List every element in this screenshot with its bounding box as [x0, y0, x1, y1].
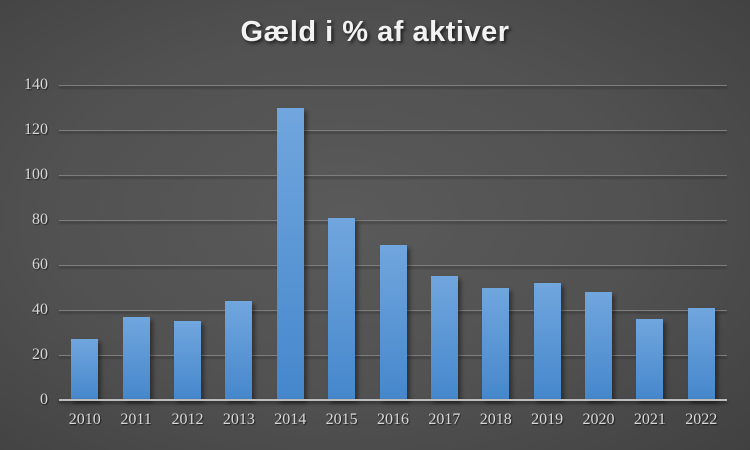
x-tick-label: 2014 [274, 411, 307, 428]
x-axis: 2010 2011 2012 2013 2014 2015 2016 2017 2018 2019… [59, 411, 727, 437]
bar-2013 [225, 301, 253, 400]
x-tick-label: 2012 [171, 411, 204, 428]
y-tick-label: 120 [24, 121, 48, 138]
bar-2018 [482, 287, 510, 400]
bar-2017 [430, 276, 458, 400]
x-tick-label: 2022 [685, 411, 718, 428]
bar-2021 [636, 319, 664, 400]
y-tick-label: 100 [24, 166, 48, 183]
x-axis-line [59, 399, 727, 401]
y-tick-label: 60 [32, 256, 48, 273]
y-tick-label: 140 [24, 76, 48, 93]
bar-2011 [122, 316, 150, 400]
x-tick-label: 2018 [479, 411, 512, 428]
y-tick-label: 80 [32, 211, 48, 228]
gridline [59, 130, 727, 131]
bar-2020 [585, 292, 613, 400]
y-axis: 0 20 40 60 80 100 120 140 [0, 76, 48, 408]
x-tick-label: 2010 [68, 411, 101, 428]
y-tick-label: 40 [32, 301, 48, 318]
x-tick-label: 2021 [633, 411, 666, 428]
bar-2014 [276, 107, 304, 400]
x-tick-label: 2019 [531, 411, 564, 428]
gridline [59, 85, 727, 86]
bar-2015 [328, 217, 356, 400]
y-tick-label: 0 [40, 391, 48, 408]
x-tick-label: 2011 [120, 411, 152, 428]
bar-2016 [379, 244, 407, 400]
x-tick-label: 2015 [325, 411, 358, 428]
x-tick-label: 2020 [582, 411, 615, 428]
bar-2019 [533, 283, 561, 400]
plot-area [59, 85, 727, 400]
bar-2012 [173, 321, 201, 400]
x-tick-label: 2016 [377, 411, 409, 428]
gridline [59, 220, 727, 221]
x-tick-label: 2017 [428, 411, 461, 428]
x-tick-label: 2013 [222, 411, 255, 428]
chart-title: Gæld i % af aktiver [240, 16, 510, 48]
bar-2022 [687, 307, 715, 400]
gridline [59, 175, 727, 176]
y-tick-label: 20 [32, 346, 48, 363]
bar-2010 [71, 339, 99, 400]
